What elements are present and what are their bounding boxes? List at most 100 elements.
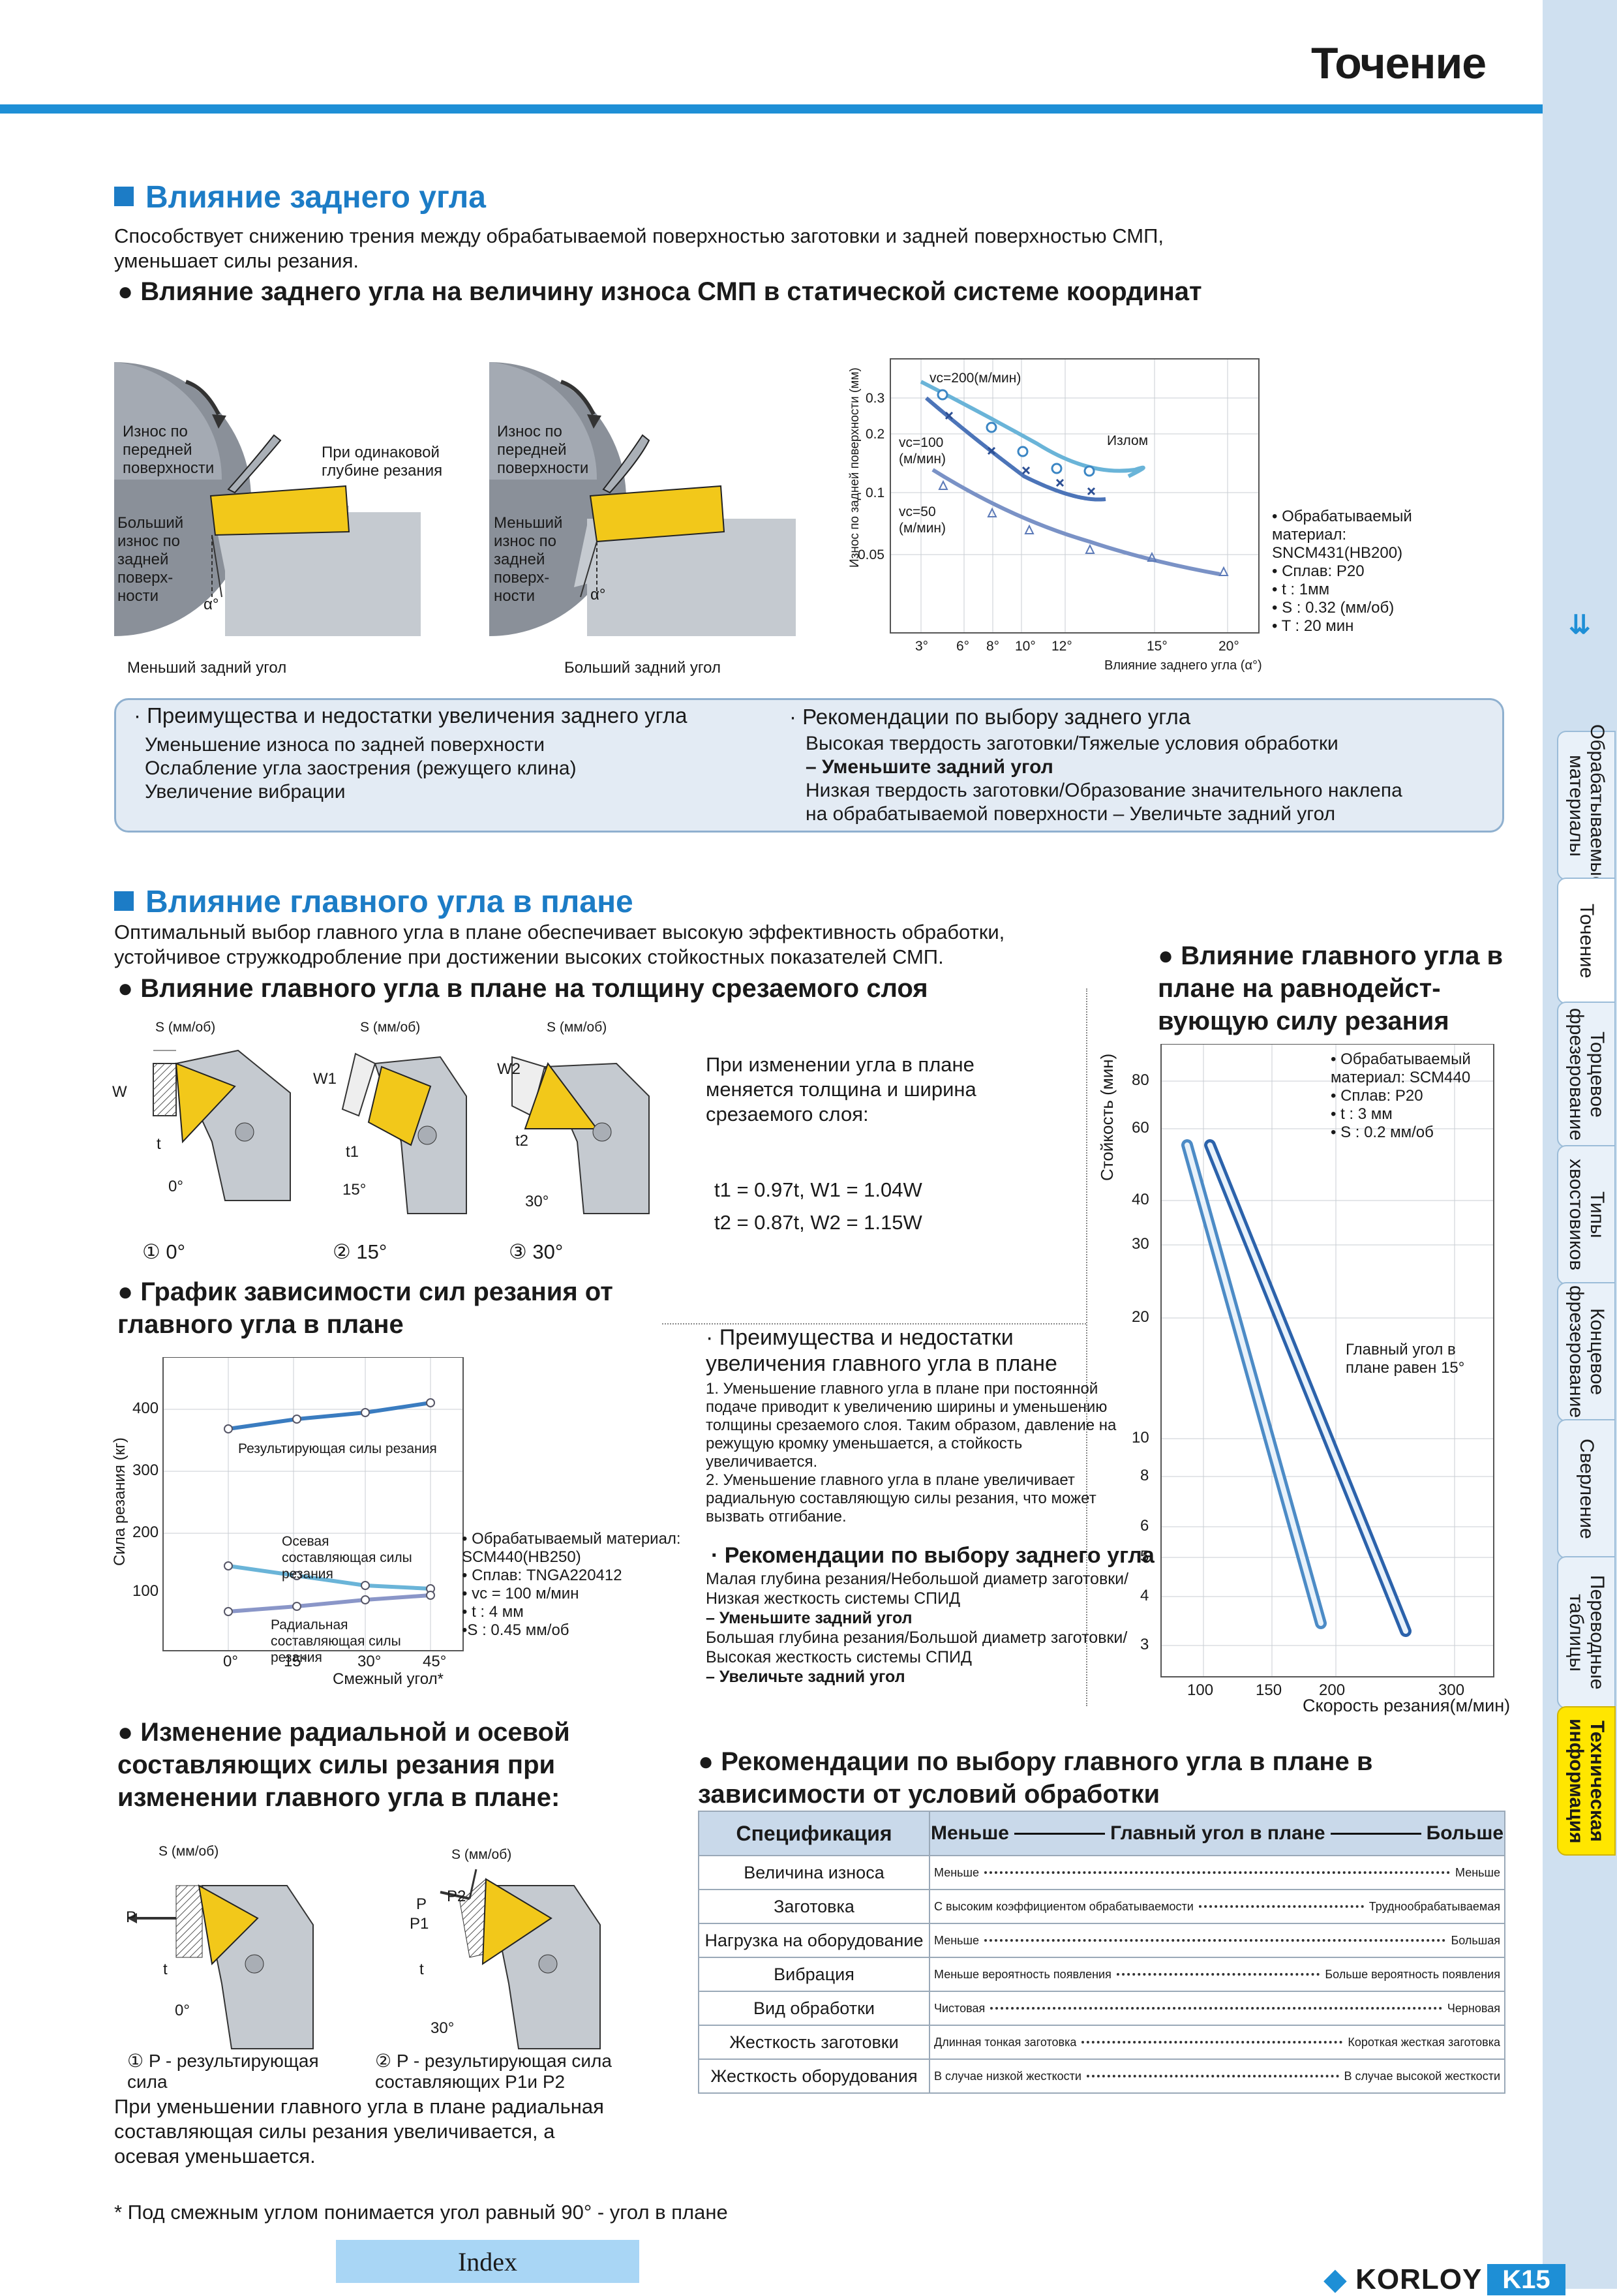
chevron-down-icon: ⇊ [1569,611,1591,639]
radial-axial-diagrams [127,1869,601,2049]
radial1-angle: 0° [175,2002,190,2019]
life-xtick-300: 300 [1438,1681,1465,1699]
radial2-angle: 30° [431,2019,455,2037]
table-head-spec: Спецификация [698,1811,930,1856]
wear-ytick-1: 0.2 [866,427,885,442]
radial2-t: t [419,1961,424,1978]
life-ytick-4: 4 [1140,1587,1149,1604]
table-row: Жесткость заготовки Длинная тонкая загото… [698,2025,1505,2060]
life-ytick-5: 5 [1140,1548,1149,1565]
wear-ytick-0: 0.3 [866,391,885,406]
series-label-vc100: vc=100 (м/мин) [899,435,946,467]
wear-chart [890,358,1260,634]
radial2-s: S (мм/об) [451,1847,512,1862]
clearance-advantages-box [114,698,1504,833]
insert1-s: S (мм/об) [155,1020,216,1035]
force-chart-title: ● График зависимости сил резания от глав… [117,1278,613,1339]
table-row: Заготовка С высоким коэффициентом обрабат… [698,1889,1505,1924]
life-xtick-100: 100 [1187,1681,1214,1699]
life-ytick-8: 8 [1140,1467,1149,1484]
thickness-change-text: При изменении угла в плане меняется толщ… [706,1053,976,1125]
label-more-wear: Больший износ по задней поверх-ности [117,514,184,605]
table-row: Жесткость оборудования В случае низкой же… [698,2059,1505,2094]
life-ytick-10: 10 [1132,1429,1149,1446]
insert2-s: S (мм/об) [360,1020,421,1035]
tab-face-milling[interactable]: Торцевое фрезерование [1557,1002,1616,1148]
index-button[interactable]: Index [336,2240,639,2283]
force-label-axial: Осевая составляющая силы резания [282,1534,412,1582]
main-angle-rec-title: · Рекомендации по выбору заднего угла [711,1543,1155,1568]
recommendation-table: Спецификация Меньше Главный угол в плане… [698,1811,1505,2094]
formula-15: t1 = 0.97t, W1 = 1.04W [714,1178,922,1201]
life-conditions: • Обрабатываемый материал: SCM440 • Сплав… [1331,1050,1471,1141]
radial1-s: S (мм/об) [159,1844,219,1859]
radial2-p: P [416,1895,427,1913]
force-label-radial: Радиальная составляющая силы резания [271,1617,401,1665]
wear-xtick-6: 20° [1218,639,1239,654]
radial2-p2: P2 [447,1888,466,1905]
insert1-angle: 0° [168,1178,183,1195]
wear-annotation-break: Излом [1107,433,1149,448]
diagram-small-clearance [114,362,421,636]
life-ytick-20: 20 [1132,1308,1149,1326]
table-head-range: Меньше Главный угол в плане Больше [929,1811,1505,1856]
section1-intro: Способствует снижению трения между обраб… [114,224,1164,272]
tab-drilling[interactable]: Сверление [1557,1419,1616,1559]
tab-shank-types[interactable]: Типы хвостовиков [1557,1145,1616,1285]
force-xtick-30: 30° [357,1653,382,1670]
wear-xtick-4: 12° [1051,639,1072,654]
life-xtick-200: 200 [1319,1681,1346,1699]
life-ytick-3: 3 [1140,1636,1149,1653]
caption-large-clearance: Больший задний угол [564,659,721,677]
tool-life-chart [1160,1044,1494,1677]
insert3-s: S (мм/об) [547,1020,607,1035]
force-chart-ylabel: Сила резания (кг) [111,1437,128,1566]
tab-conversion-tables[interactable]: Переводные таблицы [1557,1556,1616,1709]
caption-small-clearance: Меньший задний угол [127,659,287,677]
radial-axial-title: ● Изменение радиальной и осевой составля… [117,1718,570,1812]
force-chart [162,1357,464,1651]
section1-heading: Влияние заднего угла [114,179,486,215]
wear-chart-ylabel: Износ по задней поверхности (мм) [848,367,862,568]
wear-ytick-2: 0.1 [866,485,885,500]
force-chart-xlabel: Смежный угол* [333,1670,444,1688]
section2-subtitle: ● Влияние главного угла в плане на толщи… [117,974,928,1003]
life-ytick-30: 30 [1132,1235,1149,1253]
angle-alpha-left: α° [204,596,219,613]
life-chart-xlabel: Скорость резания(м/мин) [1303,1696,1511,1715]
wear-xtick-2: 8° [986,639,1000,654]
page-number: K15 [1487,2264,1565,2295]
force-ytick-100: 100 [132,1582,159,1600]
tab-end-milling[interactable]: Концевое фрезерование [1557,1282,1616,1422]
insert-angle-diagrams [153,1049,650,1214]
life-xtick-150: 150 [1256,1681,1282,1699]
tab-technical-info[interactable]: Техническая информация [1557,1706,1616,1856]
insert2-t: t1 [346,1143,359,1161]
table-header-row: Спецификация Меньше Главный угол в плане… [698,1811,1505,1856]
angle-alpha-right: α° [590,586,606,604]
insert2-caption: ② 15° [333,1240,387,1263]
radial2-caption: ② P - результирующая сила составляющих P… [375,2051,612,2092]
recommendation-table-title: ● Рекомендации по выбору главного угла в… [698,1747,1373,1809]
wear-xtick-3: 10° [1015,639,1036,654]
dotted-separator-h [662,1323,1086,1324]
dotted-separator-v [1086,988,1087,1706]
life-ytick-40: 40 [1132,1191,1149,1208]
insert2-w: W1 [313,1070,337,1088]
force-ytick-300: 300 [132,1462,159,1479]
label-front-wear-left: Износ по передней поверхности [123,423,215,477]
section2-heading: Влияние главного угла в плане [114,884,633,920]
force-xtick-15: 15° [284,1653,308,1670]
insert1-w: W [112,1083,127,1101]
main-angle-adv-items: 1. Уменьшение главного угла в плане при … [706,1380,1117,1525]
tab-materials[interactable]: Обрабатываемые материалы [1557,724,1616,887]
tab-turning[interactable]: Точение [1557,878,1616,1004]
page-title: Точение [1311,38,1487,88]
insert3-t: t2 [515,1132,529,1150]
life-ytick-6: 6 [1140,1517,1149,1535]
insert1-t: t [157,1135,161,1153]
force-xtick-0: 0° [223,1653,238,1670]
table-row: Вибрация Меньше вероятность появления Боль… [698,1957,1505,1992]
radial1-p: P [126,1908,137,1926]
force-ytick-200: 200 [132,1523,159,1541]
